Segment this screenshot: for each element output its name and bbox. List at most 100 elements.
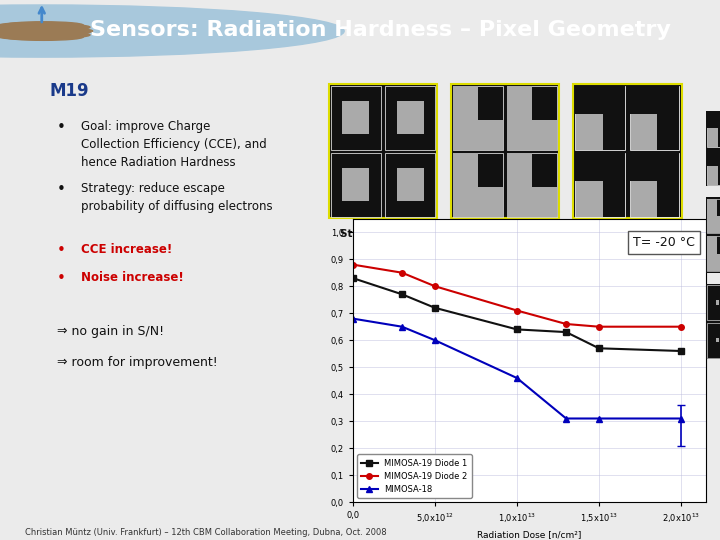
Bar	[575, 86, 626, 150]
MIMOSA-18	[513, 375, 521, 381]
Bar	[706, 285, 720, 320]
Bar	[508, 152, 557, 217]
MIMOSA-18	[348, 315, 357, 322]
Line: MIMOSA-18: MIMOSA-18	[350, 316, 684, 421]
MIMOSA-18	[431, 337, 439, 343]
MIMOSA-19 Diode 1	[348, 275, 357, 281]
Bar	[573, 84, 682, 218]
Text: Christian Müntz (Univ. Frankfurt) – 12th CBM Collaboration Meeting, Dubna, Oct. : Christian Müntz (Univ. Frankfurt) – 12th…	[25, 528, 387, 537]
Bar	[343, 101, 369, 134]
Bar	[603, 180, 626, 217]
MIMOSA-19 Diode 1	[677, 348, 685, 354]
Bar	[716, 300, 719, 305]
MIMOSA-18	[595, 415, 603, 422]
Text: Sensors: Radiation Hardness – Pixel Geometry: Sensors: Radiation Hardness – Pixel Geom…	[90, 20, 671, 40]
Bar	[508, 120, 557, 150]
Bar	[706, 237, 717, 254]
Bar	[331, 152, 381, 217]
MIMOSA-18	[562, 415, 570, 422]
Bar	[719, 126, 720, 147]
Bar	[706, 199, 717, 217]
Text: M19: M19	[50, 82, 89, 100]
Bar	[629, 86, 680, 150]
Bar	[453, 187, 503, 217]
Bar	[385, 86, 435, 150]
Text: •: •	[56, 183, 66, 198]
Bar	[629, 152, 680, 181]
MIMOSA-19 Diode 2	[595, 323, 603, 330]
Circle shape	[0, 33, 76, 39]
Bar	[451, 84, 559, 218]
Bar	[575, 152, 626, 217]
Legend: MIMOSA-19 Diode 1, MIMOSA-19 Diode 2, MIMOSA-18: MIMOSA-19 Diode 1, MIMOSA-19 Diode 2, MI…	[357, 454, 472, 498]
Circle shape	[4, 22, 84, 29]
Bar	[508, 152, 531, 187]
Bar	[706, 237, 720, 271]
Bar	[385, 152, 435, 217]
Bar	[397, 168, 423, 201]
Bar	[706, 217, 720, 233]
Bar	[706, 199, 720, 233]
MIMOSA-19 Diode 1	[431, 305, 439, 311]
Bar	[719, 164, 720, 185]
Bar	[706, 112, 720, 147]
Bar	[575, 86, 626, 114]
Text: CCE increase!: CCE increase!	[81, 242, 172, 255]
Text: ⇒ room for improvement!: ⇒ room for improvement!	[56, 356, 217, 369]
Bar	[629, 86, 680, 114]
MIMOSA-19 Diode 1	[595, 345, 603, 352]
Bar	[629, 152, 680, 217]
MIMOSA-19 Diode 2	[677, 323, 685, 330]
Text: Type 1, M19: Type 1, M19	[470, 229, 541, 239]
Circle shape	[14, 28, 93, 35]
Bar	[706, 150, 720, 165]
Bar	[603, 113, 626, 150]
Bar	[657, 113, 680, 150]
X-axis label: Radiation Dose [n/cm²]: Radiation Dose [n/cm²]	[477, 530, 581, 539]
Bar	[575, 152, 626, 181]
Text: •: •	[56, 242, 66, 258]
Bar	[508, 86, 557, 150]
Circle shape	[4, 33, 84, 40]
Bar	[508, 187, 557, 217]
Bar	[329, 84, 437, 218]
Circle shape	[0, 30, 71, 37]
MIMOSA-19 Diode 1	[513, 326, 521, 333]
Circle shape	[11, 24, 90, 31]
Bar	[453, 152, 503, 217]
Bar	[397, 101, 423, 134]
Bar	[706, 112, 720, 127]
Text: •: •	[56, 120, 66, 135]
MIMOSA-19 Diode 2	[397, 269, 406, 276]
Text: Strategy: reduce escape
probability of diffusing electrons: Strategy: reduce escape probability of d…	[81, 183, 273, 213]
Text: •: •	[56, 272, 66, 287]
Circle shape	[0, 23, 76, 29]
Bar	[453, 152, 477, 187]
MIMOSA-18	[677, 415, 685, 422]
Bar	[343, 168, 369, 201]
Bar	[453, 120, 503, 150]
Circle shape	[0, 5, 344, 57]
Bar	[706, 323, 720, 357]
MIMOSA-18	[397, 323, 406, 330]
Text: Goal: improve Charge
Collection Efficiency (CCE), and
hence Radiation Hardness: Goal: improve Charge Collection Efficien…	[81, 120, 266, 169]
Bar	[453, 86, 477, 120]
Text: T= -20 °C: T= -20 °C	[633, 235, 695, 249]
Circle shape	[0, 25, 71, 32]
Text: Noise increase!: Noise increase!	[81, 272, 184, 285]
Text: ⇒ no gain in S/N!: ⇒ no gain in S/N!	[56, 325, 163, 338]
Bar	[331, 86, 381, 150]
Bar	[716, 338, 719, 342]
MIMOSA-19 Diode 2	[513, 307, 521, 314]
Bar	[453, 86, 503, 150]
Line: MIMOSA-19 Diode 2: MIMOSA-19 Diode 2	[350, 262, 684, 329]
Bar	[657, 180, 680, 217]
MIMOSA-19 Diode 1	[562, 329, 570, 335]
MIMOSA-19 Diode 2	[562, 321, 570, 327]
Line: MIMOSA-19 Diode 1: MIMOSA-19 Diode 1	[350, 275, 684, 354]
Bar	[329, 84, 437, 218]
MIMOSA-19 Diode 1	[397, 291, 406, 298]
Bar	[706, 254, 720, 271]
Text: Type 2, M19: Type 2, M19	[592, 229, 663, 239]
Bar	[508, 86, 531, 120]
